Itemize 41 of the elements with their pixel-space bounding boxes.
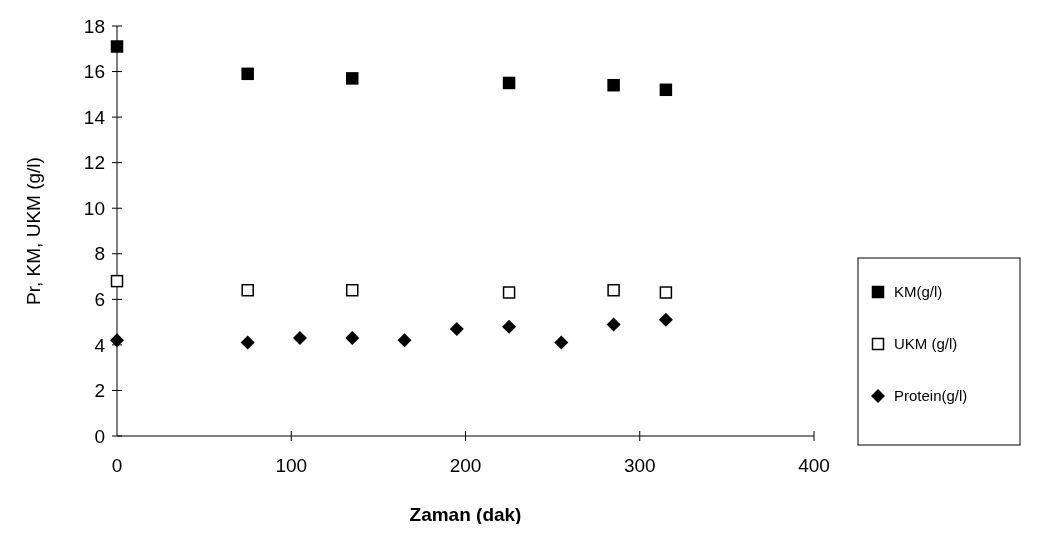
point xyxy=(659,83,673,97)
point xyxy=(241,67,254,81)
x-tick-label: 300 xyxy=(623,455,656,476)
point xyxy=(110,333,124,348)
point xyxy=(658,312,673,327)
legend-label: KM(g/l) xyxy=(894,283,943,301)
point xyxy=(397,333,412,348)
point xyxy=(240,335,255,350)
point xyxy=(502,76,516,90)
point xyxy=(241,283,254,297)
point xyxy=(502,286,516,299)
point xyxy=(292,331,307,346)
y-tick-label: 18 xyxy=(83,15,105,37)
y-tick-label: 4 xyxy=(94,334,106,356)
x-tick-label: 0 xyxy=(111,455,123,476)
y-tick-label: 16 xyxy=(83,61,105,83)
legend-label: UKM (g/l) xyxy=(894,335,958,353)
point xyxy=(110,40,124,53)
x-tick-label: 200 xyxy=(449,455,482,476)
point xyxy=(607,283,620,297)
point xyxy=(449,321,464,336)
x-tick-label: 100 xyxy=(275,455,308,476)
point xyxy=(607,78,620,92)
y-axis-title: Pr, KM, UKM (g/l) xyxy=(23,157,44,305)
y-tick-label: 12 xyxy=(83,152,105,174)
legend-label: Protein(g/l) xyxy=(894,387,968,405)
point xyxy=(345,331,360,346)
point xyxy=(345,72,359,85)
y-tick-label: 14 xyxy=(83,106,106,128)
y-tick-label: 8 xyxy=(94,243,105,265)
point xyxy=(554,335,569,350)
y-tick-label: 2 xyxy=(94,380,105,402)
x-tick-label: 400 xyxy=(798,455,830,476)
point xyxy=(502,319,517,334)
point xyxy=(606,317,621,332)
y-tick-label: 0 xyxy=(94,425,105,447)
point xyxy=(345,283,359,297)
point xyxy=(659,286,673,299)
y-tick-label: 6 xyxy=(94,288,105,310)
y-tick-label: 10 xyxy=(83,197,105,219)
point xyxy=(110,274,124,288)
